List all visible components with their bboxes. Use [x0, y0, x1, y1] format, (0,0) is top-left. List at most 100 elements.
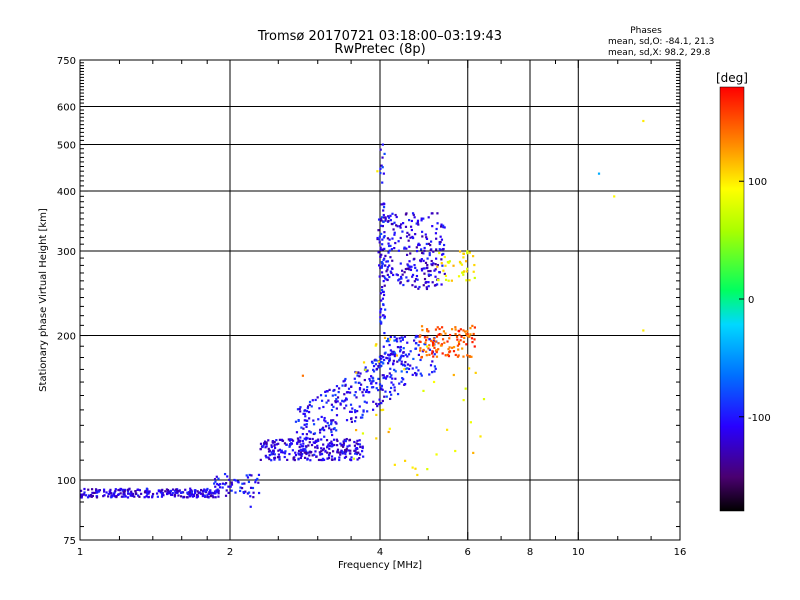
data-point	[330, 408, 334, 412]
data-point	[429, 240, 433, 243]
data-point	[391, 350, 394, 353]
data-point	[393, 247, 396, 250]
data-point	[415, 372, 418, 375]
data-point	[386, 268, 389, 271]
data-point	[183, 495, 186, 499]
data-point	[428, 252, 431, 255]
data-point	[403, 246, 406, 249]
data-point	[379, 311, 382, 314]
data-point	[335, 422, 338, 425]
data-point	[320, 438, 323, 441]
data-point	[406, 341, 409, 344]
data-point	[305, 425, 308, 428]
data-point	[192, 493, 195, 497]
data-point	[375, 402, 378, 405]
data-point	[365, 401, 368, 404]
data-point	[310, 443, 314, 447]
data-point	[380, 321, 383, 324]
data-point	[336, 448, 340, 451]
data-point	[437, 279, 440, 282]
data-point	[94, 488, 98, 491]
data-point	[209, 495, 212, 498]
data-point	[278, 458, 281, 461]
data-point	[354, 410, 357, 414]
data-point	[426, 257, 429, 260]
data-point	[283, 452, 287, 455]
data-point	[436, 263, 439, 267]
data-point	[418, 335, 422, 338]
data-point	[442, 252, 445, 256]
x-tick-label: 4	[377, 547, 383, 558]
data-point	[427, 216, 430, 219]
data-point	[462, 398, 465, 402]
data-point	[343, 379, 346, 382]
data-point	[358, 381, 361, 385]
data-point	[386, 273, 389, 276]
data-point	[271, 452, 275, 456]
data-point	[426, 266, 429, 269]
data-point	[356, 451, 359, 454]
data-point	[345, 404, 348, 407]
x-tick-label: 16	[674, 547, 687, 558]
data-point	[437, 348, 440, 351]
data-point	[129, 494, 132, 497]
data-point	[377, 366, 380, 369]
data-point	[296, 437, 300, 440]
data-point	[409, 350, 412, 353]
data-point	[388, 238, 391, 241]
data-point	[335, 429, 338, 432]
data-point	[353, 409, 357, 412]
data-point	[114, 488, 117, 491]
data-point	[296, 408, 300, 411]
data-point	[439, 225, 443, 228]
data-point	[425, 339, 428, 342]
data-point	[432, 355, 435, 358]
data-point	[241, 482, 244, 485]
data-point	[123, 490, 126, 493]
data-point	[328, 447, 331, 450]
data-point	[441, 338, 445, 341]
data-point	[404, 367, 407, 371]
data-point	[320, 452, 324, 456]
data-point	[462, 256, 465, 259]
data-point	[434, 232, 438, 235]
data-point	[396, 346, 400, 349]
data-point	[146, 490, 149, 493]
data-point	[308, 403, 311, 407]
data-point	[419, 259, 422, 262]
data-point	[390, 393, 393, 396]
data-point	[217, 495, 220, 498]
data-point	[435, 335, 439, 338]
data-point	[171, 493, 174, 497]
data-point	[290, 442, 293, 445]
data-point	[381, 297, 385, 300]
data-point	[462, 355, 465, 358]
data-point	[382, 220, 385, 223]
data-point	[332, 419, 335, 422]
data-point	[320, 399, 324, 402]
data-point	[380, 408, 383, 412]
data-point	[397, 279, 400, 282]
data-point	[330, 458, 334, 461]
data-point	[301, 374, 305, 377]
data-point	[416, 278, 419, 281]
data-point	[432, 262, 435, 265]
data-point	[380, 357, 383, 360]
data-point	[382, 209, 385, 212]
data-point	[303, 412, 306, 416]
data-point	[409, 364, 412, 367]
data-point	[155, 492, 159, 495]
data-point	[338, 387, 341, 390]
data-point	[426, 329, 429, 333]
data-point	[102, 488, 106, 491]
data-point	[322, 443, 325, 446]
data-point	[482, 398, 486, 401]
data-point	[458, 333, 461, 337]
data-point	[363, 400, 366, 403]
data-point	[249, 495, 252, 498]
data-point	[395, 224, 398, 227]
data-point	[103, 494, 106, 497]
data-point	[418, 285, 421, 289]
data-point	[323, 419, 326, 422]
data-point	[425, 280, 428, 284]
